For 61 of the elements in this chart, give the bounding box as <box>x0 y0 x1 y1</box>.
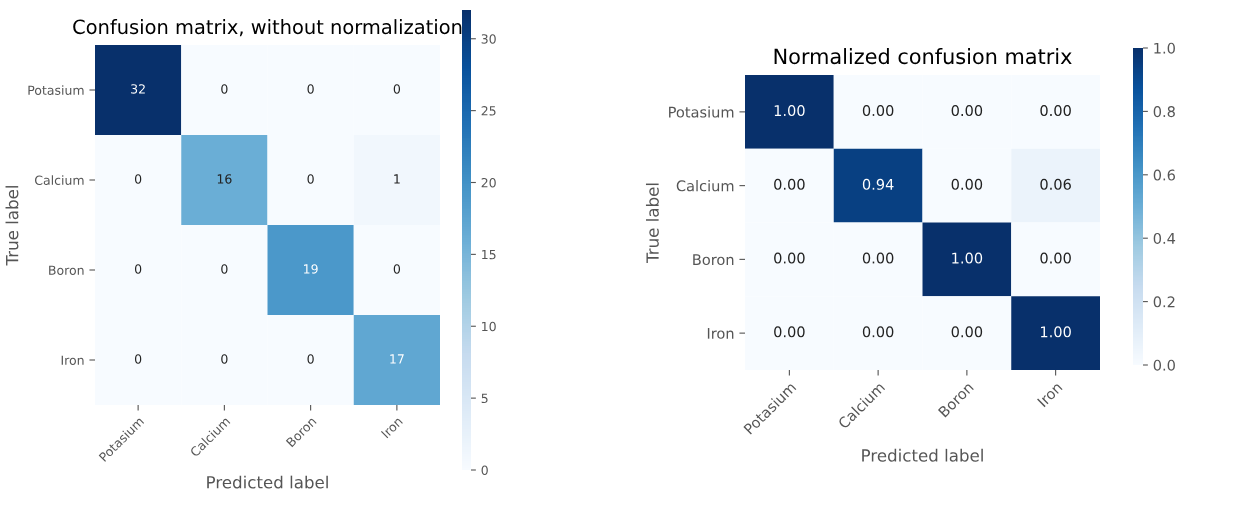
data-label: 1.00 <box>952 252 983 264</box>
data-label: 1.00 <box>774 105 805 117</box>
y-tick-label: Boron <box>693 254 734 266</box>
color-bar-label: 0.4 <box>1153 232 1176 244</box>
x-axis-title: Predicted label <box>862 448 983 462</box>
data-label: 1.00 <box>1040 326 1071 338</box>
data-label: 0 <box>307 84 314 94</box>
x-axis-title: Predicted label <box>207 475 328 489</box>
x-tick-label: Iron <box>380 416 403 439</box>
data-label: 0 <box>134 264 142 274</box>
color-bar-label: 30 <box>481 34 496 44</box>
data-label: 0.00 <box>862 105 894 117</box>
data-label: 0.00 <box>951 326 983 338</box>
data-label: 0 <box>221 84 228 94</box>
y-tick-label: Boron <box>49 265 84 275</box>
data-label: 0.00 <box>774 178 805 190</box>
data-label: 0.00 <box>951 105 983 117</box>
chart-title: Confusion matrix, without normalization <box>73 19 462 37</box>
data-label: 0.00 <box>862 252 894 264</box>
y-axis-title: True label <box>5 186 19 266</box>
x-tick-label: Iron <box>1037 381 1063 408</box>
y-tick-label: Potasium <box>28 85 84 95</box>
color-bar-label: 0.0 <box>1153 359 1175 371</box>
data-label: 0 <box>307 354 314 364</box>
data-label: 0.06 <box>1040 178 1071 190</box>
color-bar-label: 0.8 <box>1153 106 1175 118</box>
data-label: 19 <box>304 264 318 274</box>
y-tick-label: Calcium <box>34 175 84 185</box>
data-label: 32 <box>131 84 145 94</box>
color-bar-label: 20 <box>481 177 496 188</box>
color-bar-label: 0.2 <box>1153 296 1175 308</box>
data-label: 0 <box>134 354 142 364</box>
data-label: 16 <box>217 174 232 184</box>
data-label: 0 <box>307 174 314 184</box>
data-label: 0 <box>134 174 142 184</box>
color-bar-label: 25 <box>481 106 496 116</box>
y-tick-label: Calcium <box>676 180 734 192</box>
data-label: 1 <box>394 174 400 184</box>
data-label: 0 <box>221 264 228 274</box>
data-label: 0.00 <box>951 178 983 190</box>
y-tick-label: Potasium <box>669 106 734 118</box>
data-label: 0 <box>221 354 228 364</box>
y-tick-label: Iron <box>707 328 734 339</box>
color-bar-label: 5 <box>481 393 488 404</box>
y-tick-label: Iron <box>61 355 84 365</box>
data-label: 0.00 <box>862 326 894 338</box>
y-axis-title: True label <box>645 183 659 264</box>
data-label: 0 <box>393 84 401 94</box>
color-bar-label: 15 <box>482 250 496 260</box>
color-bar-label: 0.6 <box>1153 169 1175 181</box>
data-label: 0.00 <box>774 252 805 264</box>
data-label: 0.00 <box>1040 105 1071 117</box>
data-label: 0.00 <box>1040 252 1071 264</box>
data-label: 17 <box>390 354 404 364</box>
data-label: 0.94 <box>862 178 894 190</box>
data-label: 0 <box>393 264 401 274</box>
chart-title: Normalized confusion matrix <box>774 48 1072 65</box>
color-bar-label: 1.0 <box>1154 42 1175 54</box>
color-bar-label: 0 <box>481 465 488 475</box>
data-label: 0.00 <box>774 326 805 338</box>
color-bar-label: 10 <box>482 321 496 332</box>
